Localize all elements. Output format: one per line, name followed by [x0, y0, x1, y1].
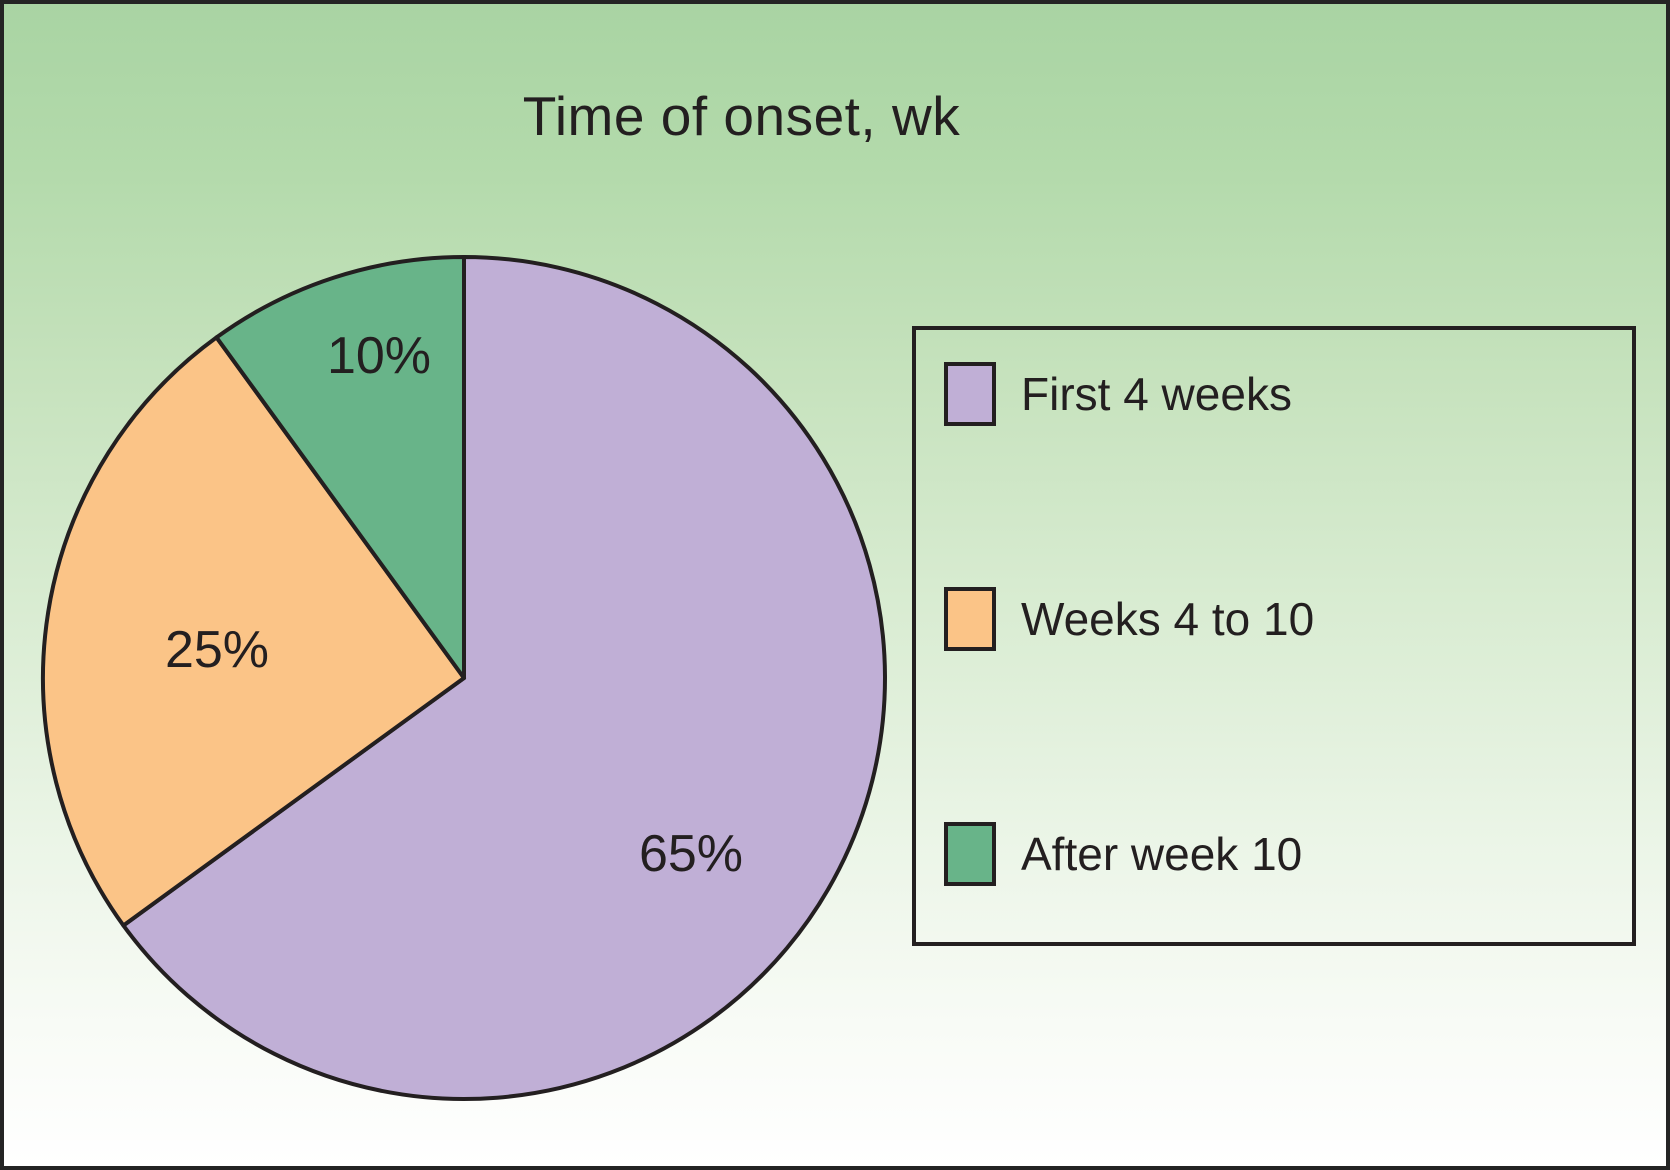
pie-slice-label-weeks-4-to-10: 25%	[164, 621, 270, 679]
legend-label-first-4-weeks: First 4 weeks	[1021, 368, 1292, 420]
pie-slice-2	[214, 255, 466, 680]
pie-slice-0	[121, 255, 887, 1101]
legend-label-weeks-4-to-10: Weeks 4 to 10	[1021, 593, 1315, 645]
legend-swatch-weeks-4-to-10	[944, 587, 996, 651]
legend-item-after-week-10: After week 10	[944, 822, 1302, 886]
pie-slice-label-after-week-10: 10%	[326, 327, 432, 385]
legend-swatch-after-week-10	[944, 822, 996, 886]
chart-title: Time of onset, wk	[522, 85, 961, 147]
legend-label-after-week-10: After week 10	[1021, 828, 1303, 880]
legend-item-weeks-4-to-10: Weeks 4 to 10	[944, 587, 1314, 651]
pie-slice-1	[41, 335, 466, 928]
legend-item-first-4-weeks: First 4 weeks	[944, 362, 1292, 426]
pie-slice-label-first-4-weeks: 65%	[638, 825, 744, 883]
pie-chart: 65% 25% 10%	[39, 253, 889, 1103]
pie-chart-svg	[41, 255, 887, 1101]
legend-swatch-first-4-weeks	[944, 362, 996, 426]
legend: First 4 weeks Weeks 4 to 10 After week 1…	[912, 326, 1636, 946]
